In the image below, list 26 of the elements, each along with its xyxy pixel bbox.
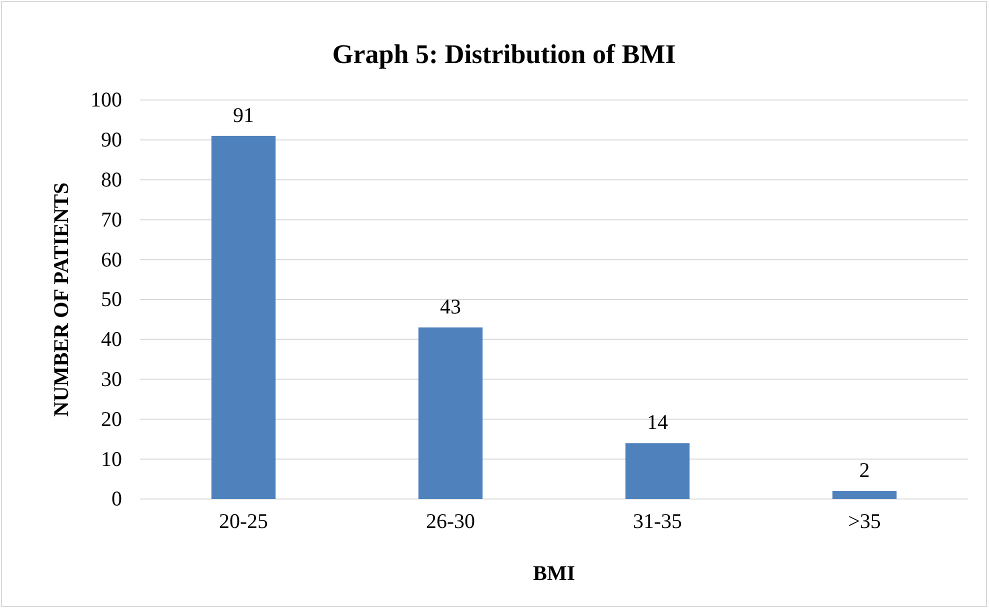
y-tick-label: 30 <box>101 367 122 392</box>
bar <box>211 136 276 499</box>
data-label: 14 <box>647 410 668 434</box>
data-label: 43 <box>440 294 461 318</box>
x-axis-title: BMI <box>533 561 575 585</box>
x-tick-label: 20-25 <box>219 508 268 533</box>
y-tick-label: 20 <box>101 406 122 431</box>
x-tick-label: 31-35 <box>633 508 682 533</box>
y-tick-label: 0 <box>112 486 122 511</box>
y-tick-label: 100 <box>90 88 122 112</box>
x-tick-label: 26-30 <box>426 508 475 533</box>
bar <box>418 327 483 499</box>
y-axis-title: NUMBER OF PATIENTS <box>49 182 73 417</box>
y-tick-label: 70 <box>101 207 122 232</box>
chart-title: Graph 5: Distribution of BMI <box>332 39 676 69</box>
bar <box>832 491 897 499</box>
y-tick-label: 60 <box>101 247 122 272</box>
y-tick-label: 10 <box>101 446 122 471</box>
data-label: 2 <box>859 458 870 482</box>
y-tick-label: 40 <box>101 327 122 352</box>
bar <box>625 443 690 499</box>
y-tick-label: 90 <box>101 128 122 152</box>
data-label: 91 <box>233 102 254 127</box>
y-tick-label: 80 <box>101 168 122 192</box>
x-tick-label: >35 <box>848 508 881 533</box>
y-tick-label: 50 <box>101 287 122 312</box>
